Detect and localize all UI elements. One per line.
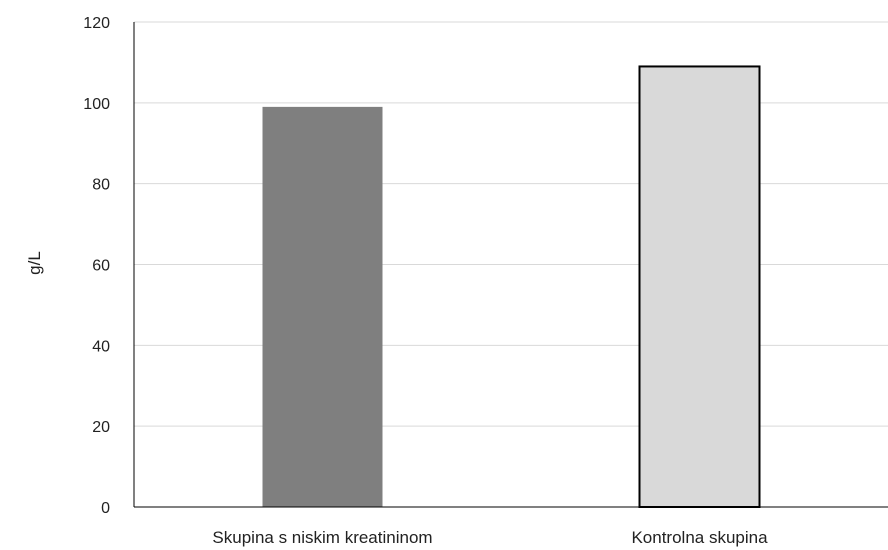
y-tick-label: 100	[83, 96, 110, 113]
x-category-label: Skupina s niskim kreatininom	[212, 528, 432, 547]
gridlines	[134, 21, 888, 427]
y-tick-label: 0	[101, 500, 110, 517]
bar	[262, 106, 383, 507]
y-tick-label: 80	[92, 177, 110, 194]
x-category-label: Kontrolna skupina	[631, 528, 768, 547]
bar	[638, 65, 761, 508]
bars	[262, 65, 761, 508]
y-tick-label: 20	[92, 419, 110, 436]
y-tick-label: 40	[92, 338, 110, 355]
y-tick-label: 120	[83, 15, 110, 32]
x-axis: Skupina s niskim kreatininom Kontrolna sk…	[134, 506, 888, 547]
y-axis-title: g/L	[25, 251, 44, 275]
y-axis: 0 20 40 60 80 100 120	[83, 15, 135, 517]
y-tick-label: 60	[92, 258, 110, 275]
